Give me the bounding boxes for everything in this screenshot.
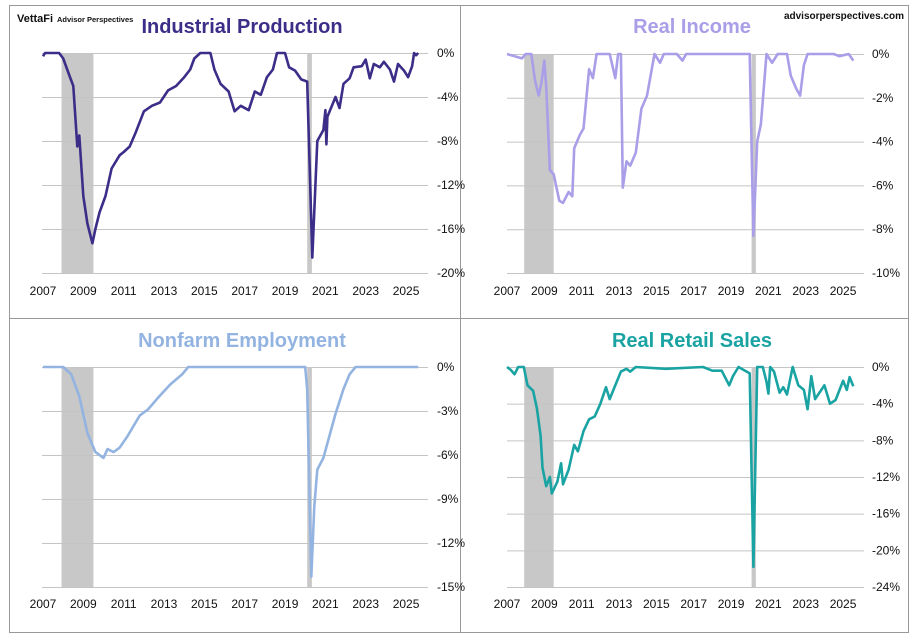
x-tick-label: 2017 [680,597,707,611]
x-tick-label: 2015 [191,284,218,298]
y-tick-label: -12% [872,470,900,484]
y-tick-label: -16% [437,222,465,236]
chart-panel-1: 0% -2% -4% -6% -8% -10% 2007 2009 2011 2013 2015 20… [494,16,901,298]
y-tick-label: 0% [872,360,890,374]
y-tick-label: -8% [872,222,894,236]
vettafi-logo: VettaFi [17,13,53,25]
y-tick-label: 0% [437,360,455,374]
x-tick-label: 2009 [70,597,97,611]
y-tick-label: -4% [872,397,894,411]
x-tick-label: 2007 [30,284,57,298]
chart-title: Real Income [633,16,751,38]
recession-shading [61,53,94,273]
y-tick-label: -24% [872,580,900,594]
chart-panel-2: 0% -3% -6% -9% -12% -15% 2007 2009 2011 2013 2015 2… [30,330,466,611]
y-tick-label: -20% [437,266,465,280]
x-tick-label: 2023 [352,284,379,298]
x-tick-label: 2013 [151,284,178,298]
x-tick-label: 2009 [531,597,558,611]
x-tick-label: 2021 [312,597,339,611]
x-tick-label: 2011 [111,284,137,298]
y-tick-label: -4% [437,90,459,104]
series-line [41,51,420,259]
x-tick-label: 2013 [606,597,633,611]
x-tick-label: 2007 [494,597,521,611]
x-tick-label: 2017 [231,284,258,298]
x-tick-label: 2015 [643,284,670,298]
x-tick-label: 2011 [569,284,595,298]
y-tick-label: 0% [437,46,455,60]
x-tick-label: 2009 [531,284,558,298]
y-tick-label: -10% [872,266,900,280]
x-tick-label: 2019 [718,284,745,298]
x-tick-label: 2011 [569,597,595,611]
x-tick-label: 2021 [312,284,339,298]
x-tick-label: 2025 [393,284,420,298]
website-label: advisorperspectives.com [784,11,904,22]
x-tick-label: 2021 [755,284,782,298]
advisor-perspectives-logo: Advisor Perspectives [57,15,133,24]
x-tick-label: 2007 [494,284,521,298]
y-tick-label: -8% [872,433,894,447]
x-tick-label: 2007 [30,597,57,611]
x-tick-label: 2021 [755,597,782,611]
x-tick-label: 2017 [680,284,707,298]
series-line [43,365,419,578]
x-tick-label: 2013 [606,284,633,298]
x-tick-label: 2023 [792,597,819,611]
y-tick-label: -4% [872,135,894,149]
y-tick-label: -12% [437,178,465,192]
x-tick-label: 2011 [111,597,137,611]
x-tick-label: 2019 [718,597,745,611]
series-line [506,365,855,569]
chart-panel-3: 0% -4% -8% -12% -16% -20% -24% 2007 2009 2011 2013… [494,330,901,611]
y-tick-label: -9% [437,492,459,506]
chart-title: Real Retail Sales [612,330,772,352]
x-tick-label: 2009 [70,284,97,298]
y-tick-label: -20% [872,543,900,557]
recession-shading [61,367,94,587]
x-tick-label: 2025 [830,284,857,298]
y-tick-label: -6% [872,178,894,192]
x-tick-label: 2025 [830,597,857,611]
x-tick-label: 2013 [151,597,178,611]
x-tick-label: 2015 [643,597,670,611]
x-tick-label: 2023 [352,597,379,611]
x-tick-label: 2023 [792,284,819,298]
x-tick-label: 2015 [191,597,218,611]
y-tick-label: -16% [872,507,900,521]
x-tick-label: 2025 [393,597,420,611]
x-tick-label: 2017 [231,597,258,611]
y-tick-label: -8% [437,134,459,148]
y-tick-label: -12% [437,536,465,550]
y-tick-label: -15% [437,580,465,594]
x-tick-label: 2019 [272,597,299,611]
y-tick-label: -2% [872,91,894,105]
chart-panel-0: 0% -4% -8% -12% -16% -20% 2007 2009 2011 2013 2015… [30,16,466,298]
y-tick-label: 0% [872,47,890,61]
series-line [506,52,855,238]
x-tick-label: 2019 [272,284,299,298]
chart-title: Nonfarm Employment [138,330,346,352]
recession-shading [751,54,756,273]
chart-title: Industrial Production [141,16,342,38]
y-tick-label: -3% [437,404,459,418]
y-tick-label: -6% [437,448,459,462]
